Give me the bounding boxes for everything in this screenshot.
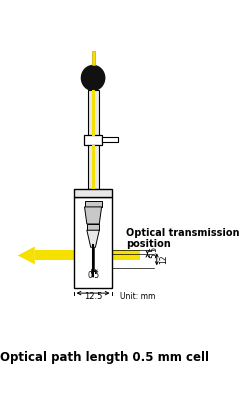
Polygon shape bbox=[18, 247, 35, 264]
Bar bbox=[88, 89, 98, 136]
Bar bbox=[87, 224, 99, 230]
Bar bbox=[91, 51, 95, 65]
Bar bbox=[91, 145, 95, 189]
Polygon shape bbox=[84, 207, 102, 224]
Text: 0.5: 0.5 bbox=[87, 270, 99, 280]
Text: Optical transmission
position: Optical transmission position bbox=[126, 228, 240, 249]
Bar bbox=[74, 197, 113, 288]
Bar bbox=[84, 135, 102, 145]
Bar bbox=[88, 145, 98, 189]
Bar bbox=[84, 201, 102, 207]
Text: 5.5: 5.5 bbox=[150, 246, 159, 258]
Text: Unit: mm: Unit: mm bbox=[120, 292, 156, 301]
Text: Optical path length 0.5 mm cell: Optical path length 0.5 mm cell bbox=[0, 351, 209, 364]
Ellipse shape bbox=[81, 66, 105, 90]
Text: 12: 12 bbox=[159, 255, 168, 265]
Text: 12.5: 12.5 bbox=[84, 292, 102, 301]
Bar bbox=[92, 247, 94, 270]
Polygon shape bbox=[35, 250, 140, 260]
Bar bbox=[91, 89, 95, 136]
Bar bbox=[102, 137, 118, 142]
Bar bbox=[74, 189, 113, 197]
Polygon shape bbox=[87, 230, 99, 247]
